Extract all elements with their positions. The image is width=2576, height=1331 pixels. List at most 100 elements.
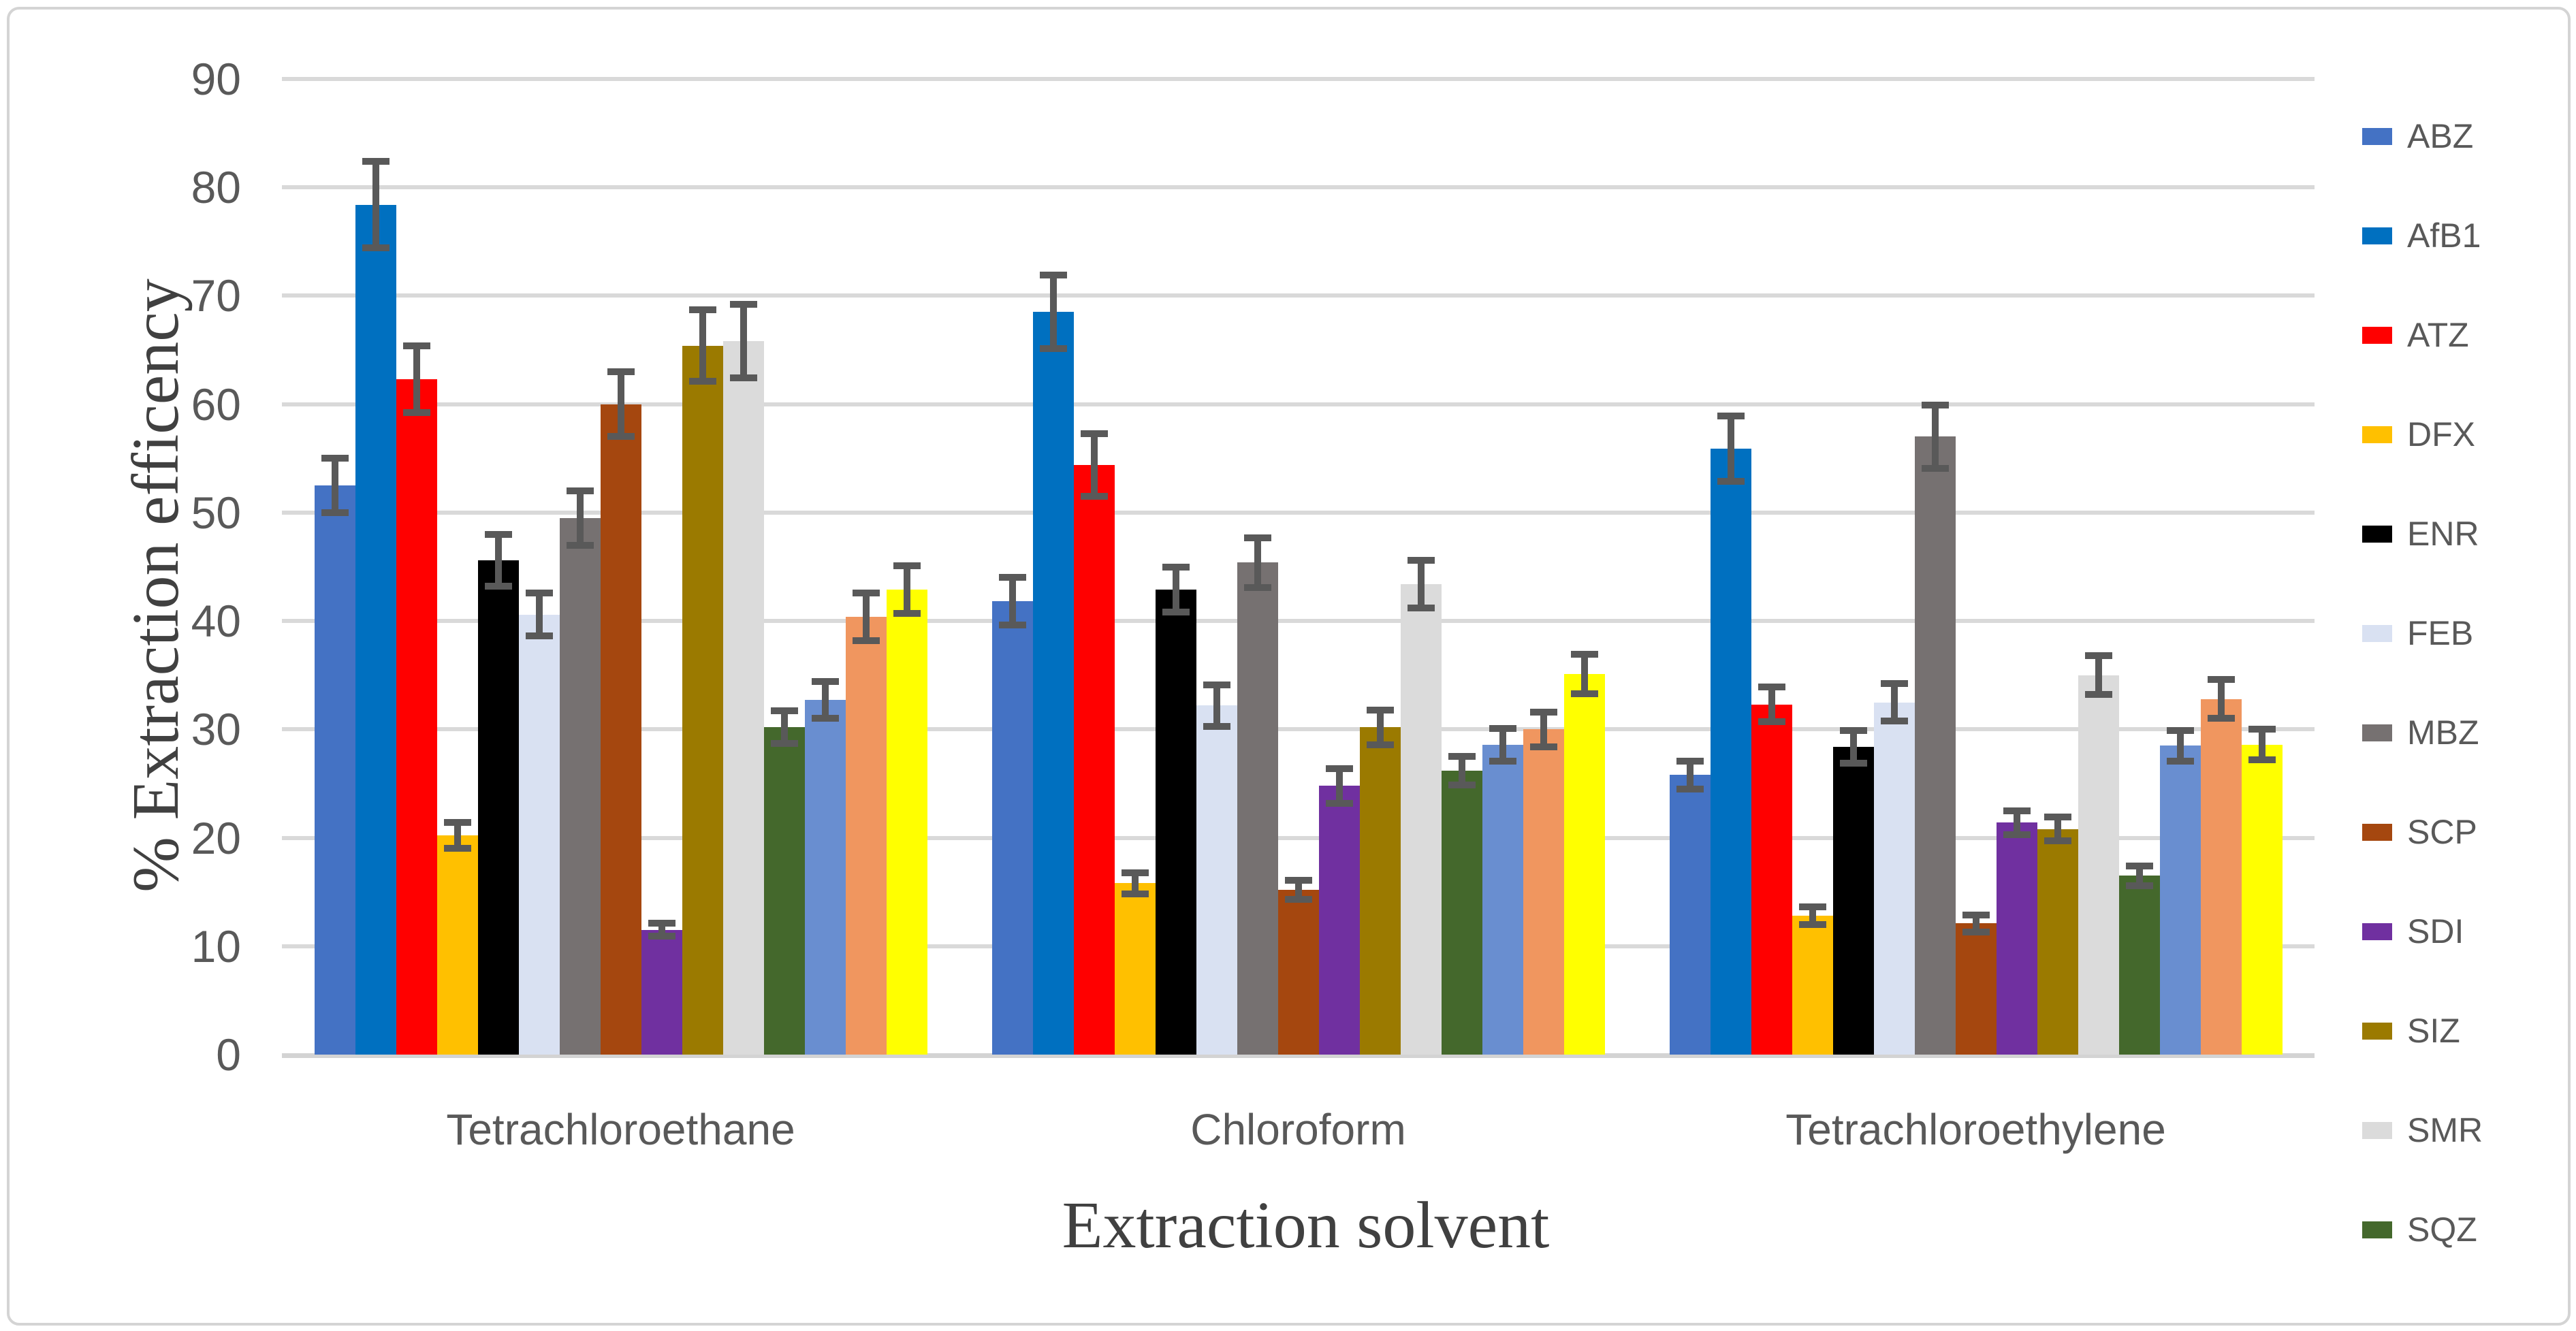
gridline-70 — [282, 293, 2315, 298]
error-bar-cap-top — [443, 819, 471, 827]
error-bar-cap-bottom — [1080, 493, 1108, 500]
error-bar-cap-bottom — [402, 409, 430, 417]
error-bar — [1540, 711, 1547, 747]
error-bar-cap-bottom — [1962, 929, 1990, 936]
error-bar — [1849, 730, 1857, 763]
bar-mbz-2 — [1237, 562, 1278, 1055]
error-bar-cap-top — [2166, 726, 2194, 734]
error-bar-cap-top — [1962, 911, 1990, 918]
error-bar-cap-bottom — [2248, 756, 2276, 763]
error-bar-cap-top — [729, 301, 757, 308]
bar-abz-1 — [314, 485, 355, 1055]
legend-label-smr: SMR — [2407, 1111, 2483, 1149]
error-bar-cap-top — [1880, 680, 1908, 688]
error-bar — [1049, 275, 1057, 349]
error-bar — [1499, 728, 1506, 761]
bar-feb-1 — [518, 614, 560, 1055]
bar-abz-2 — [991, 601, 1033, 1055]
error-bar-cap-bottom — [1366, 741, 1394, 748]
error-bar — [1890, 684, 1898, 721]
error-bar-cap-top — [998, 574, 1026, 581]
legend-item-siz: SIZ — [2362, 1010, 2460, 1051]
chart-figure: 0 10 20 30 40 50 60 70 80 90 Tetrachloroethane Chlo… — [7, 7, 2571, 1326]
error-bar-cap-top — [2248, 726, 2276, 733]
error-bar-cap-bottom — [1880, 717, 1908, 724]
error-bar — [658, 923, 665, 937]
bar-afb1-1 — [355, 204, 396, 1055]
category-label-chloroform: Chloroform — [1190, 1105, 1406, 1154]
y-tick-label-30: 30 — [191, 704, 241, 755]
error-bar — [2013, 810, 2020, 835]
error-bar-cap-top — [1162, 563, 1190, 571]
legend-label-scp: SCP — [2407, 813, 2477, 851]
bar-unlabeled-14-1 — [845, 616, 887, 1055]
gridline-50 — [282, 510, 2315, 515]
legend-item-sdi: SDI — [2362, 911, 2464, 952]
error-bar-cap-top — [1121, 869, 1149, 876]
error-bar — [1458, 756, 1465, 785]
legend-swatch-smr — [2362, 1121, 2392, 1139]
bar-smr-2 — [1400, 583, 1442, 1055]
error-bar — [862, 592, 870, 641]
bar-sdi-1 — [641, 929, 682, 1055]
error-bar-cap-top — [2084, 652, 2112, 660]
error-bar — [1809, 907, 1816, 925]
legend-label-sqz: SQZ — [2407, 1210, 2477, 1249]
legend-item-smr: SMR — [2362, 1110, 2483, 1151]
error-bar-cap-top — [402, 342, 430, 349]
bar-siz-1 — [682, 345, 723, 1055]
legend: ABZ AfB1 ATZ DFX ENR FEB MBZ SCP SDI SIZ SMR SQZ — [2362, 10, 2566, 1323]
bar-sdi-3 — [1996, 822, 2037, 1055]
error-bar — [1131, 872, 1139, 895]
error-bar — [1213, 685, 1220, 726]
legend-item-sqz: SQZ — [2362, 1209, 2477, 1250]
error-bar-cap-bottom — [1203, 722, 1230, 730]
error-bar-cap-top — [525, 589, 553, 596]
error-bar-cap-bottom — [1798, 920, 1826, 928]
bar-sqz-3 — [2118, 876, 2160, 1055]
legend-swatch-abz — [2362, 127, 2392, 145]
bar-scp-3 — [1955, 923, 1997, 1055]
legend-label-sdi: SDI — [2407, 912, 2464, 950]
error-bar-cap-top — [1203, 681, 1230, 689]
error-bar-cap-bottom — [1121, 891, 1149, 898]
error-bar-cap-bottom — [1039, 345, 1067, 353]
bar-unlabeled-15-3 — [2241, 744, 2283, 1055]
bar-siz-3 — [2037, 829, 2078, 1055]
error-bar-cap-bottom — [1407, 605, 1435, 611]
error-bar-cap-top — [2044, 814, 2071, 821]
legend-item-feb: FEB — [2362, 613, 2473, 654]
error-bar-cap-bottom — [648, 933, 675, 940]
error-bar — [1727, 416, 1734, 481]
bar-abz-3 — [1669, 775, 1711, 1055]
error-bar-cap-top — [607, 368, 635, 375]
bar-smr-3 — [2078, 675, 2119, 1055]
error-bar-cap-bottom — [321, 509, 349, 516]
y-tick-label-70: 70 — [191, 270, 241, 321]
bar-dfx-1 — [436, 835, 478, 1055]
error-bar-cap-bottom — [1325, 799, 1353, 807]
error-bar — [1768, 687, 1775, 722]
error-bar — [780, 711, 788, 744]
bar-atz-1 — [396, 379, 437, 1055]
error-bar — [1254, 537, 1261, 588]
error-bar-cap-top — [321, 455, 349, 462]
error-bar-cap-bottom — [484, 583, 512, 590]
legend-item-atz: ATZ — [2362, 315, 2469, 355]
bar-smr-1 — [722, 341, 764, 1055]
error-bar-cap-bottom — [566, 541, 594, 549]
error-bar-cap-bottom — [443, 845, 471, 852]
y-tick-label-40: 40 — [191, 596, 241, 647]
error-bar-cap-top — [811, 678, 839, 686]
y-tick-label-80: 80 — [191, 162, 241, 213]
error-bar — [1931, 405, 1939, 468]
bar-unlabeled-14-2 — [1523, 729, 1564, 1055]
bar-enr-1 — [477, 560, 519, 1055]
y-axis-title: % Extraction efficency — [119, 278, 193, 893]
legend-label-atz: ATZ — [2407, 316, 2469, 354]
error-bar — [413, 345, 420, 413]
bar-enr-3 — [1832, 746, 1874, 1055]
error-bar — [1008, 577, 1016, 626]
error-bar — [699, 310, 706, 382]
error-bar — [2095, 656, 2102, 695]
